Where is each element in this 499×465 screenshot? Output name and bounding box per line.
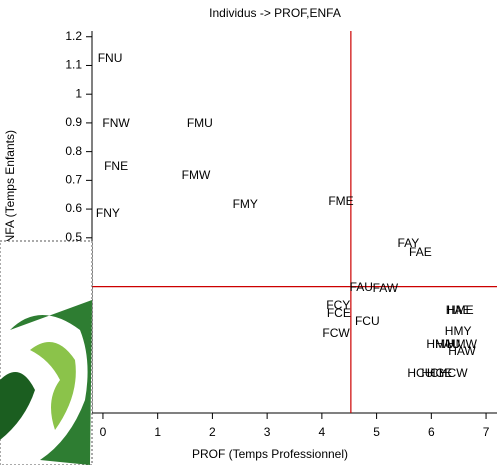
x-tick-label: 3: [264, 425, 271, 439]
chart-title: Individus -> PROF,ENFA: [209, 6, 341, 20]
logo-overlay: [0, 241, 92, 465]
point-label: FCE: [327, 306, 351, 320]
point-label: FNE: [104, 159, 128, 173]
y-tick-label: 1.1: [65, 58, 82, 72]
point-label: FNY: [96, 206, 120, 220]
point-label: HCW: [439, 366, 468, 380]
point-label: FAU: [350, 280, 373, 294]
point-label: FME: [328, 194, 353, 208]
point-label: FNU: [98, 51, 123, 65]
point-label: FAW: [373, 281, 399, 295]
y-tick-label: 1: [75, 86, 82, 100]
point-label: FAE: [409, 245, 432, 259]
x-tick-label: 4: [319, 425, 326, 439]
x-tick-label: 5: [373, 425, 380, 439]
y-tick-label: 0.6: [65, 201, 82, 215]
y-axis-label: ENFA (Temps Enfants): [3, 130, 17, 251]
x-tick-label: 2: [209, 425, 216, 439]
x-tick-label: 0: [100, 425, 107, 439]
point-label: FNW: [102, 116, 130, 130]
y-tick-label: 0.7: [65, 173, 82, 187]
point-label: FCU: [355, 314, 380, 328]
x-tick-label: 1: [154, 425, 161, 439]
point-label: HMY: [445, 324, 472, 338]
point-label: FMY: [233, 197, 258, 211]
x-tick-label: 7: [483, 425, 490, 439]
x-tick-label: 6: [428, 425, 435, 439]
y-tick-label: 0.9: [65, 115, 82, 129]
point-label: FMU: [187, 116, 213, 130]
chart: Individus -> PROF,ENFA PROF (Temps Profe…: [0, 0, 499, 465]
y-tick-label: 1.2: [65, 29, 82, 43]
point-label: FCW: [322, 326, 350, 340]
point-label: HAW: [448, 344, 476, 358]
x-axis-label: PROF (Temps Professionnel): [192, 447, 348, 461]
y-tick-label: 0.8: [65, 144, 82, 158]
point-label: FMW: [182, 168, 211, 182]
point-label: HME: [447, 303, 474, 317]
